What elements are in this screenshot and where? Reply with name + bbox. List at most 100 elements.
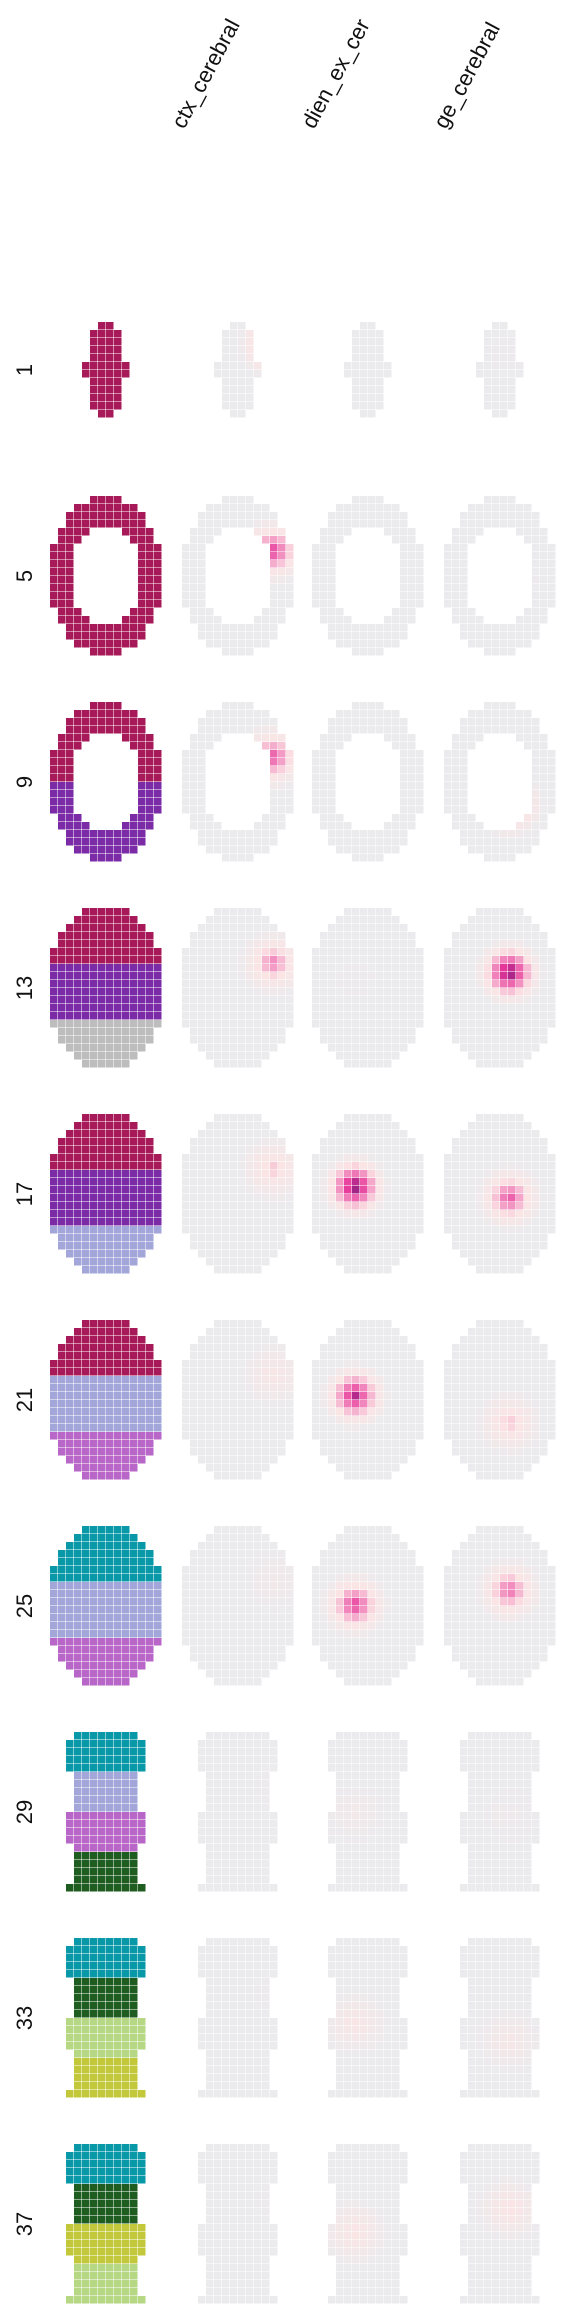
cell <box>460 750 468 758</box>
cell <box>130 1558 138 1566</box>
cell <box>416 750 424 758</box>
cell <box>114 1194 122 1202</box>
column-label-dien_ex_cer: dien_ex_cer <box>296 15 374 133</box>
cell <box>468 1376 476 1384</box>
cell <box>90 520 98 528</box>
cell <box>368 1258 376 1266</box>
cell <box>492 1004 500 1012</box>
cell <box>190 1582 198 1590</box>
cell <box>392 932 400 940</box>
cell <box>376 1646 384 1654</box>
cell <box>344 1336 352 1344</box>
cell <box>254 1654 262 1662</box>
cell <box>278 1550 286 1558</box>
cell <box>540 1550 548 1558</box>
cell <box>82 1630 90 1638</box>
cell <box>154 980 162 988</box>
cell <box>238 940 246 948</box>
cell <box>66 1416 74 1424</box>
cell <box>516 528 524 536</box>
cell <box>286 1582 294 1590</box>
cell <box>484 1242 492 1250</box>
cell <box>336 1044 344 1052</box>
cell <box>392 1376 400 1384</box>
cell <box>460 1392 468 1400</box>
cell <box>492 1178 500 1186</box>
cell <box>114 512 122 520</box>
cell <box>408 766 416 774</box>
cell <box>452 1170 460 1178</box>
cell <box>122 1472 130 1480</box>
cell <box>352 1328 360 1336</box>
cell <box>476 1226 484 1234</box>
cell <box>230 1416 238 1424</box>
cell <box>312 592 320 600</box>
cell <box>122 1590 130 1598</box>
cell <box>66 1590 74 1598</box>
cell <box>270 1558 278 1566</box>
cell <box>400 592 408 600</box>
cell <box>98 1344 106 1352</box>
cell <box>122 1368 130 1376</box>
cell <box>476 1060 484 1068</box>
cell <box>468 1456 476 1464</box>
cell <box>270 584 278 592</box>
cell <box>50 1400 58 1408</box>
cell <box>416 1012 424 1020</box>
cell <box>468 632 476 640</box>
cell <box>508 496 516 504</box>
cell <box>238 322 246 330</box>
cell <box>384 1122 392 1130</box>
cell <box>320 1210 328 1218</box>
cell <box>320 956 328 964</box>
cell <box>492 1266 500 1274</box>
cell <box>230 1226 238 1234</box>
cell <box>476 972 484 980</box>
cell <box>548 1194 556 1202</box>
cell <box>262 1662 270 1670</box>
cell <box>122 1320 130 1328</box>
cell <box>312 988 320 996</box>
cell <box>376 1448 384 1456</box>
cell <box>130 624 138 632</box>
cell <box>270 1606 278 1614</box>
cell <box>484 1186 492 1194</box>
cell <box>138 1424 146 1432</box>
cell <box>90 1138 98 1146</box>
cell <box>114 624 122 632</box>
cell <box>344 1542 352 1550</box>
cell <box>484 940 492 948</box>
cell <box>206 1662 214 1670</box>
cell <box>238 1606 246 1614</box>
cell <box>540 1194 548 1202</box>
cell <box>58 790 66 798</box>
cell <box>360 1226 368 1234</box>
cell <box>476 370 484 378</box>
cell <box>146 932 154 940</box>
cell <box>122 370 130 378</box>
cell <box>198 1582 206 1590</box>
cell <box>286 948 294 956</box>
cell <box>74 1416 82 1424</box>
cell <box>130 830 138 838</box>
cell <box>328 742 336 750</box>
cell <box>246 1606 254 1614</box>
cell <box>352 1036 360 1044</box>
cell <box>82 1226 90 1234</box>
cell <box>122 1400 130 1408</box>
cell <box>408 980 416 988</box>
cell <box>106 956 114 964</box>
cell <box>130 1028 138 1036</box>
cell <box>532 996 540 1004</box>
cell <box>484 956 492 964</box>
cell <box>130 814 138 822</box>
cell <box>344 1258 352 1266</box>
cell <box>416 1614 424 1622</box>
cell <box>98 1392 106 1400</box>
cell <box>106 830 114 838</box>
cell <box>468 1170 476 1178</box>
cell <box>222 1218 230 1226</box>
cell <box>468 822 476 830</box>
cell <box>154 544 162 552</box>
cell <box>238 1044 246 1052</box>
